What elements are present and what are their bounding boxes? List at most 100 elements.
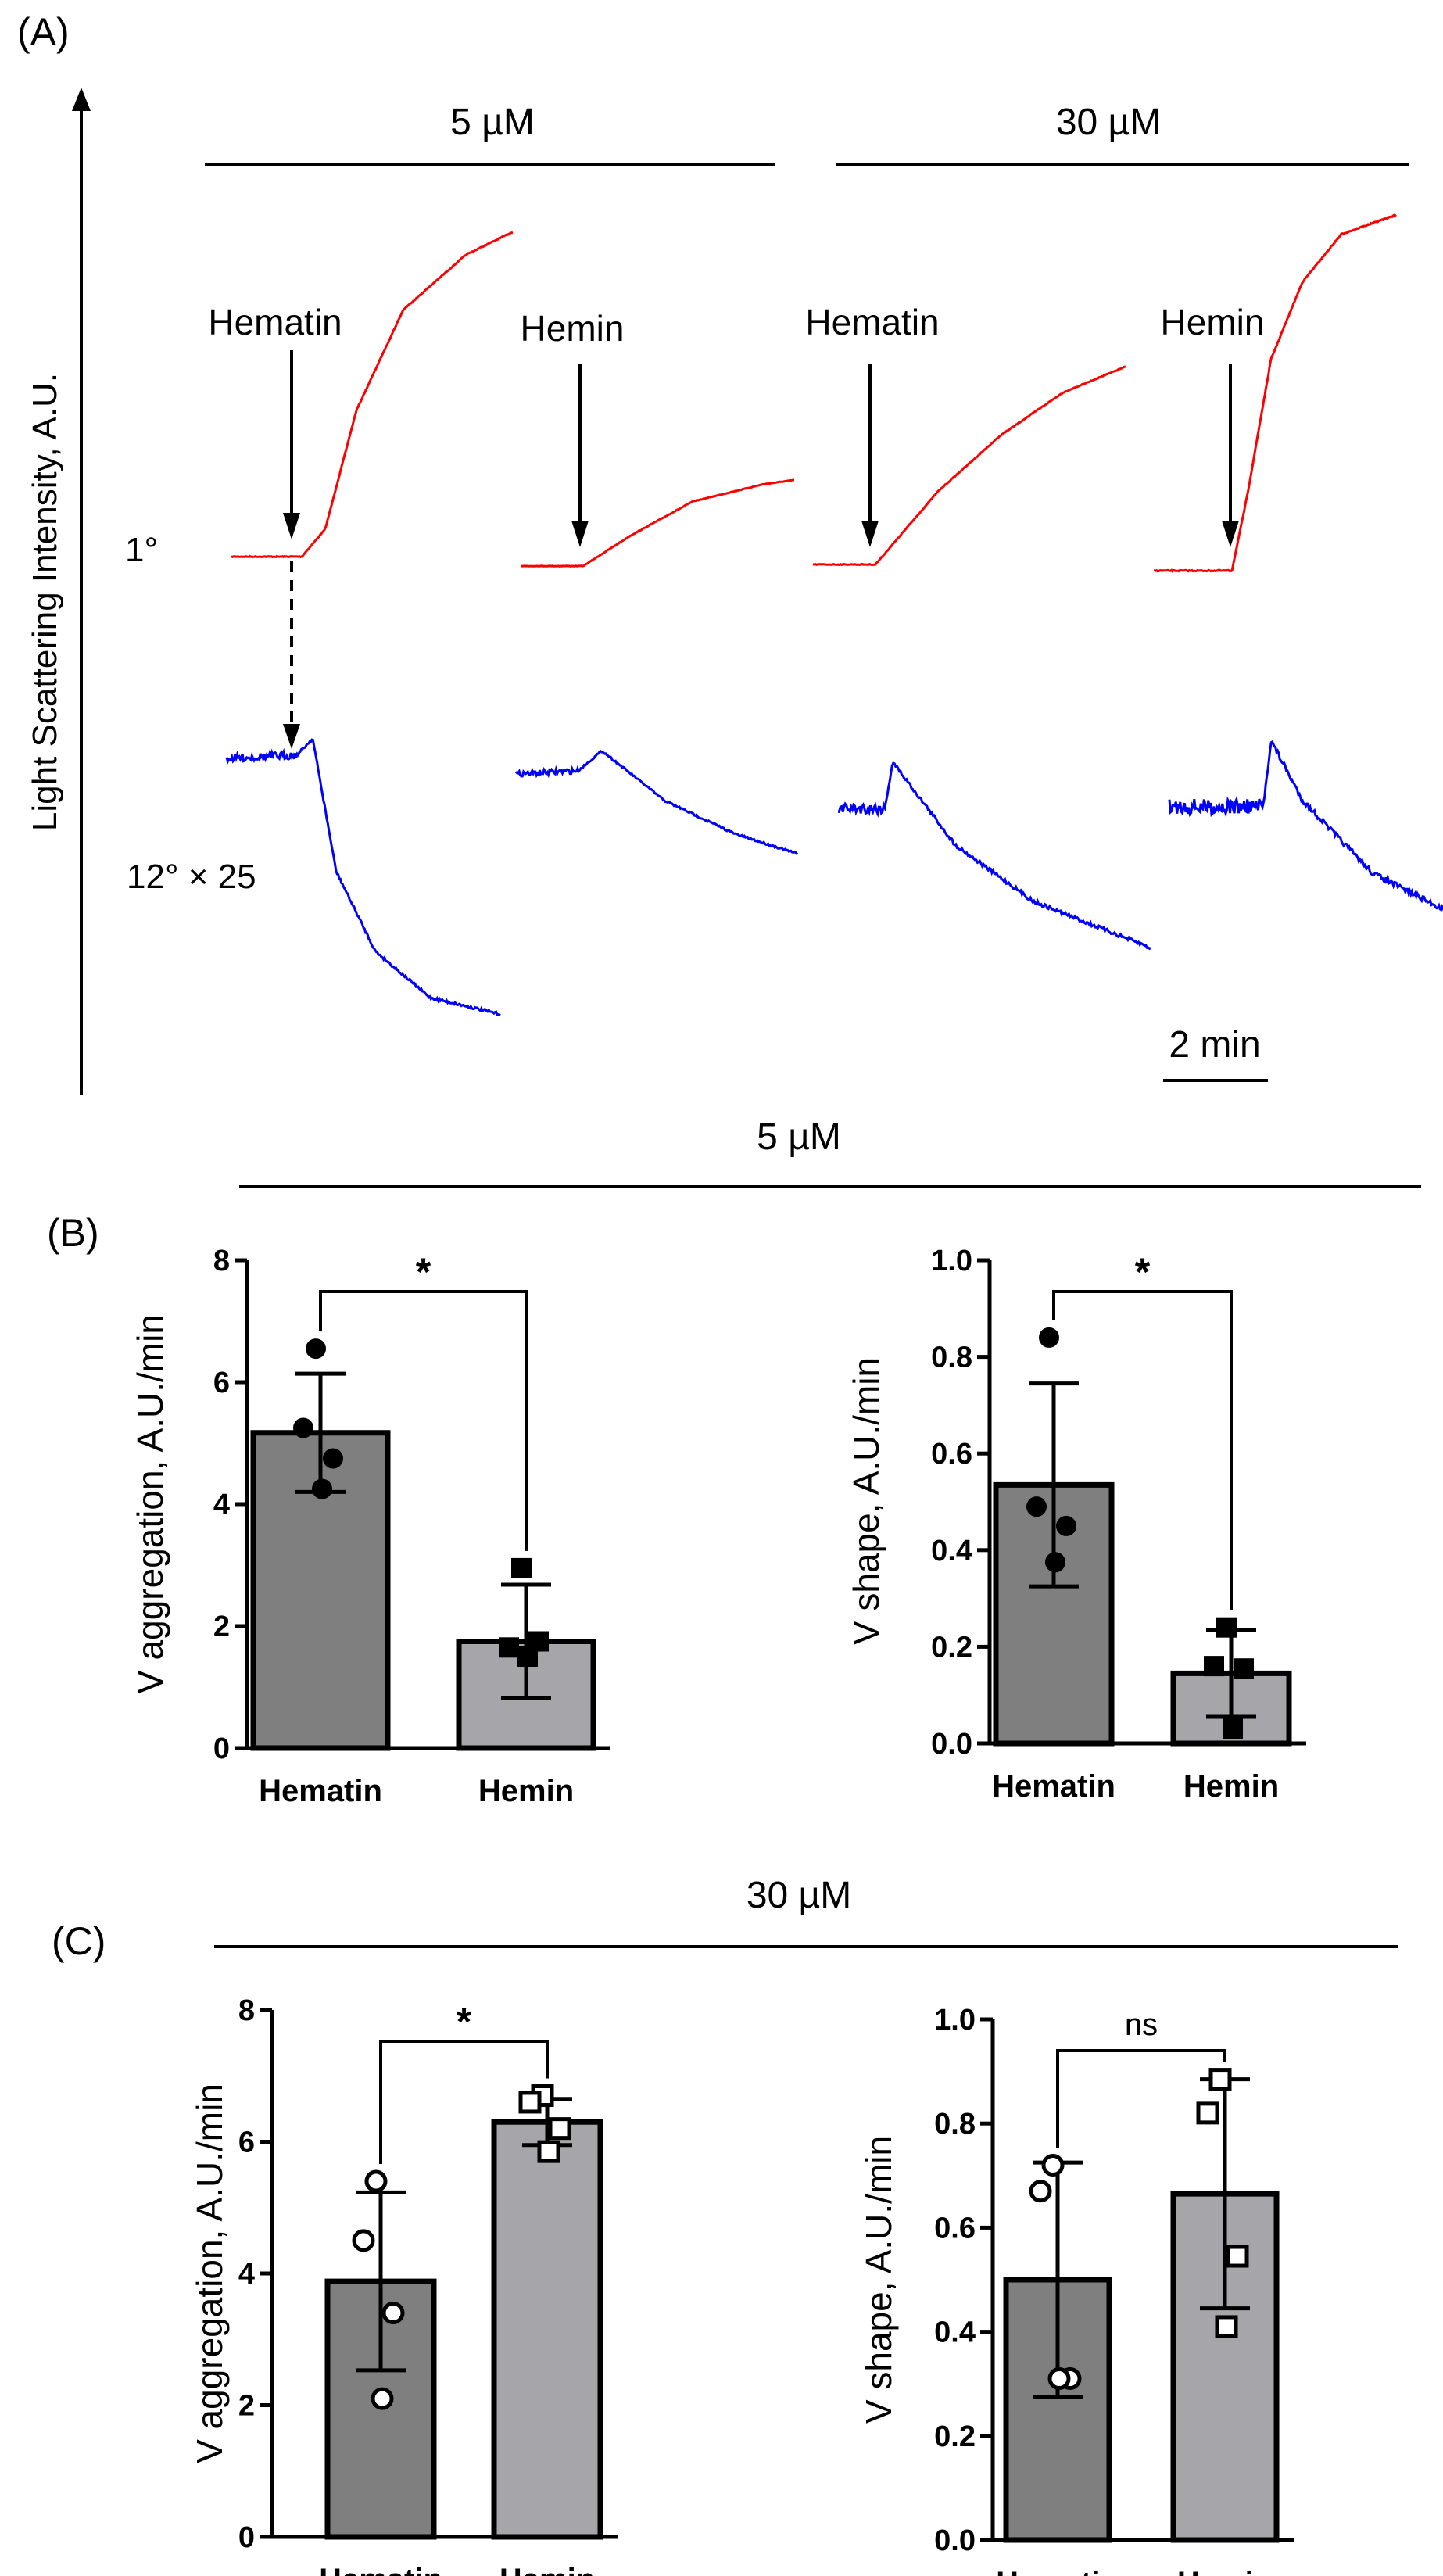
x-tick-label-hemin: Hemin xyxy=(500,2563,595,2576)
y-tick-label: 0.2 xyxy=(934,2420,976,2453)
data-point-hematin xyxy=(293,1417,313,1438)
panel-a-arrowhead-hemin-5 xyxy=(571,521,589,547)
y-tick-label: 8 xyxy=(238,1994,255,2027)
trace-hemin-5um-primary xyxy=(520,478,795,568)
y-tick-label: 8 xyxy=(213,1245,230,1277)
panel-a-trace-label-hemin-30: Hemin xyxy=(1161,302,1265,342)
y-tick-label: 4 xyxy=(213,1489,230,1521)
y-tick-label: 0.6 xyxy=(931,1438,972,1471)
chart-c-left: 0 2 4 6 8 V aggregation, A.U./min Hematin Hemin… xyxy=(189,1994,618,2576)
data-point-hemin xyxy=(1196,2101,1219,2125)
y-axis-label: V shape, A.U./min xyxy=(858,2136,899,2424)
panel-a-scale-bar-label: 2 min xyxy=(1169,1024,1260,1066)
x-tick-label-hematin: Hematin xyxy=(992,1769,1115,1804)
significance-label: * xyxy=(457,2000,472,2044)
chart-b-right: 0.0 0.2 0.4 0.6 0.8 1.0 V shape, A.U./min Hemat… xyxy=(846,1245,1306,1804)
y-tick-label: 2 xyxy=(238,2390,255,2423)
data-point-hemin xyxy=(1216,1617,1237,1638)
data-point-hematin xyxy=(364,2169,388,2193)
significance-label: ns xyxy=(1125,2008,1158,2042)
trace-hematin-30um-primary xyxy=(812,365,1126,567)
trace-hemin-5um-secondary xyxy=(514,749,799,855)
y-tick-label: 0 xyxy=(213,1732,230,1765)
bar-charts: 0 2 4 6 8 V aggregation, A.U./min Hematin Hemin… xyxy=(130,1245,1306,2576)
panel-a-dashed-arrowhead xyxy=(283,724,300,749)
panel-c: 30 µM (C) xyxy=(52,1875,1398,1963)
panel-a-y-axis-arrowhead xyxy=(72,88,91,111)
x-tick-label-hemin: Hemin xyxy=(1177,2566,1273,2576)
data-point-hemin xyxy=(518,2091,542,2114)
data-point-hematin xyxy=(371,2387,394,2410)
data-point-hematin xyxy=(381,2302,405,2325)
data-point-hemin xyxy=(1226,2245,1249,2268)
panel-a-arrowhead-hemin-30 xyxy=(1222,521,1239,547)
panel-c-label: (C) xyxy=(52,1919,106,1963)
y-tick-label: 0 xyxy=(238,2521,255,2554)
data-point-hemin xyxy=(1208,2068,1232,2091)
panel-a-row-label-primary: 1° xyxy=(125,531,158,569)
y-axis-label: V shape, A.U./min xyxy=(846,1357,886,1645)
y-tick-label: 4 xyxy=(238,2258,255,2291)
y-tick-label: 0.0 xyxy=(931,1728,972,1761)
x-tick-label-hemin: Hemin xyxy=(1183,1769,1279,1804)
data-point-hematin xyxy=(312,1478,332,1499)
y-tick-label: 2 xyxy=(213,1610,230,1643)
chart-c-right: 0.0 0.2 0.4 0.6 0.8 1.0 V shape, A.U./min Hemat… xyxy=(858,2004,1294,2576)
panel-a: (A) Light Scattering Intensity, A.U. 5 µ… xyxy=(17,10,1443,1095)
data-point-hematin xyxy=(1047,2367,1071,2391)
panel-a-group-30um-label: 30 µM xyxy=(1056,102,1161,143)
chart-b-left: 0 2 4 6 8 V aggregation, A.U./min Hematin Hemin… xyxy=(130,1245,610,1808)
panel-a-label: (A) xyxy=(17,10,70,54)
trace-hematin-30um-secondary xyxy=(837,761,1151,951)
y-tick-label: 1.0 xyxy=(931,1245,972,1277)
data-point-hemin xyxy=(1204,1656,1224,1677)
trace-hematin-5um-secondary xyxy=(225,738,501,1016)
significance-label: * xyxy=(416,1250,431,1294)
y-tick-label: 0.0 xyxy=(934,2524,976,2557)
data-point-hemin xyxy=(528,1631,549,1652)
x-tick-label-hematin: Hematin xyxy=(996,2566,1119,2576)
trace-hemin-30um-primary xyxy=(1153,213,1397,573)
y-tick-label: 0.8 xyxy=(931,1342,972,1374)
data-point-hematin xyxy=(352,2229,375,2252)
data-point-hemin xyxy=(499,1637,519,1658)
y-tick-label: 0.4 xyxy=(931,1535,972,1567)
x-tick-label-hematin: Hematin xyxy=(259,1774,382,1808)
panel-a-arrowhead-hematin-30 xyxy=(861,521,879,547)
data-point-hemin xyxy=(517,1646,538,1667)
panel-b-label: (B) xyxy=(47,1211,99,1255)
data-point-hemin xyxy=(511,1557,532,1578)
data-point-hematin xyxy=(323,1448,343,1469)
y-tick-label: 0.4 xyxy=(934,2316,976,2349)
panel-a-traces xyxy=(225,213,1443,1016)
panel-b-concentration: 5 µM xyxy=(757,1116,841,1158)
significance-label: * xyxy=(1135,1250,1151,1294)
trace-hematin-5um-primary xyxy=(231,231,514,559)
x-tick-label-hematin: Hematin xyxy=(319,2563,442,2576)
data-point-hemin xyxy=(1223,1718,1243,1739)
x-tick-label-hemin: Hemin xyxy=(478,1774,574,1808)
significance-bracket xyxy=(1056,2049,1226,2148)
y-tick-label: 6 xyxy=(213,1367,230,1399)
data-point-hemin xyxy=(537,2140,560,2163)
panel-c-concentration: 30 µM xyxy=(747,1875,851,1916)
significance-bracket xyxy=(1052,1290,1233,1610)
data-point-hemin xyxy=(548,2117,571,2141)
panel-b: 5 µM (B) xyxy=(47,1116,1421,1255)
panel-a-trace-label-hematin-5: Hematin xyxy=(208,302,342,342)
y-tick-label: 0.8 xyxy=(934,2108,976,2141)
data-point-hematin xyxy=(1045,1552,1065,1573)
panel-a-trace-label-hemin-5: Hemin xyxy=(521,308,625,349)
y-tick-label: 1.0 xyxy=(934,2004,976,2037)
data-point-hematin xyxy=(1056,1515,1076,1536)
significance-bracket xyxy=(379,2040,549,2165)
data-point-hematin xyxy=(1026,1496,1047,1517)
bar-hemin xyxy=(491,2119,603,2540)
panel-a-arrowhead-hematin-5 xyxy=(283,513,300,539)
significance-bracket xyxy=(319,1290,528,1551)
panel-a-row-label-secondary: 12° × 25 xyxy=(127,858,256,896)
data-point-hematin xyxy=(1029,2180,1052,2203)
y-tick-label: 0.6 xyxy=(934,2212,976,2245)
data-point-hematin xyxy=(1041,2153,1065,2177)
